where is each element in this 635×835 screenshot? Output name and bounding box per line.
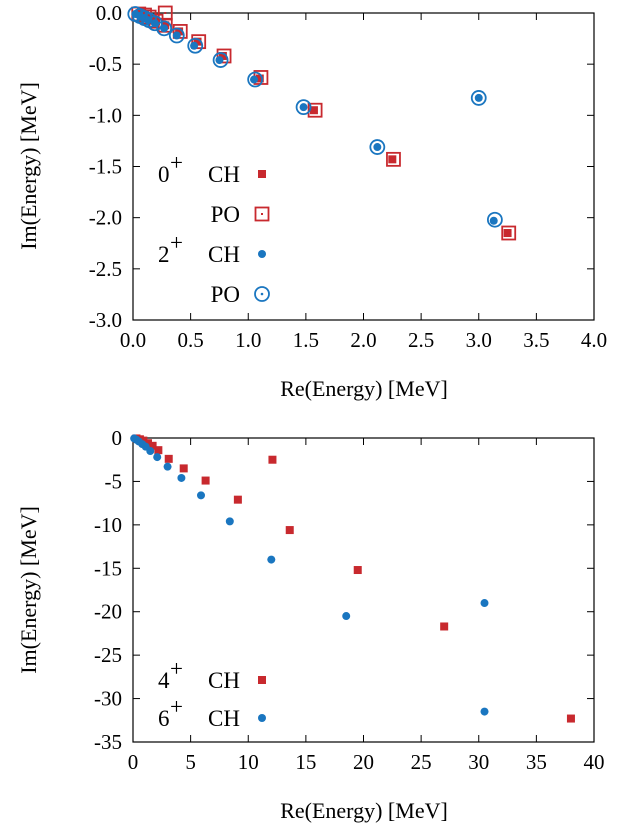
data-point bbox=[567, 715, 575, 723]
data-point bbox=[354, 566, 362, 574]
legend-label: CH bbox=[208, 162, 240, 187]
y-tick-label: -15 bbox=[94, 556, 122, 580]
data-point bbox=[177, 474, 185, 482]
data-point bbox=[490, 217, 498, 225]
y-tick-label: -2.0 bbox=[89, 206, 122, 230]
legend-entry: 4 + CH bbox=[158, 656, 266, 693]
x-tick-label: 5 bbox=[185, 750, 196, 774]
legend-superscript: + bbox=[170, 230, 183, 255]
y-tick-label: 0 bbox=[112, 426, 123, 450]
legend-marker bbox=[258, 170, 266, 178]
y-tick-label: -2.5 bbox=[89, 257, 122, 281]
data-point bbox=[342, 612, 350, 620]
legend-marker bbox=[258, 676, 266, 684]
legend-label: PO bbox=[211, 282, 240, 307]
x-tick-label: 25 bbox=[411, 750, 432, 774]
x-tick-label: 30 bbox=[468, 750, 489, 774]
x-tick-label: 1.5 bbox=[293, 328, 319, 352]
legend-entry: 0 + CH bbox=[158, 150, 266, 187]
data-point bbox=[472, 91, 486, 105]
legend-prefix: 6 bbox=[158, 706, 170, 731]
data-point bbox=[268, 456, 276, 464]
series-1 bbox=[130, 434, 488, 715]
legend-entry: PO bbox=[211, 282, 269, 307]
data-point bbox=[226, 517, 234, 525]
data-point bbox=[440, 622, 448, 630]
x-tick-label: 40 bbox=[584, 750, 605, 774]
data-point bbox=[197, 491, 205, 499]
y-axis-label: Im(Energy) [MeV] bbox=[16, 506, 41, 674]
legend-prefix: 2 bbox=[158, 242, 170, 267]
legend-marker bbox=[256, 208, 269, 221]
legend-entry: PO bbox=[211, 202, 269, 227]
x-tick-label: 3.0 bbox=[466, 328, 492, 352]
data-point bbox=[146, 447, 154, 455]
legend-superscript: + bbox=[170, 150, 183, 175]
y-tick-label: -1.0 bbox=[89, 103, 122, 127]
data-point bbox=[153, 453, 161, 461]
legend-label: PO bbox=[211, 202, 240, 227]
chart-top: Re(Energy) [MeV] Im(Energy) [MeV] 0.0 0.5… bbox=[16, 1, 607, 401]
x-tick-label: 3.5 bbox=[523, 328, 549, 352]
data-point bbox=[234, 496, 242, 504]
legend-label: CH bbox=[208, 242, 240, 267]
y-axis-label: Im(Energy) [MeV] bbox=[16, 82, 41, 250]
legend-prefix: 4 bbox=[158, 668, 170, 693]
y-tick-label: -25 bbox=[94, 643, 122, 667]
y-tick-label: -35 bbox=[94, 730, 122, 754]
x-axis-label: Re(Energy) [MeV] bbox=[280, 798, 448, 823]
y-tick-label: -3.0 bbox=[89, 308, 122, 332]
y-tick-label: -10 bbox=[94, 513, 122, 537]
series-0 bbox=[132, 434, 574, 722]
data-point bbox=[481, 708, 489, 716]
plot-frame bbox=[133, 13, 594, 320]
x-tick-label: 20 bbox=[353, 750, 374, 774]
y-tick-label: -5 bbox=[105, 469, 123, 493]
y-tick-label: -30 bbox=[94, 687, 122, 711]
data-point bbox=[370, 140, 384, 154]
x-axis-label: Re(Energy) [MeV] bbox=[280, 376, 448, 401]
data-point bbox=[286, 526, 294, 534]
legend-marker bbox=[255, 287, 269, 301]
data-point bbox=[165, 455, 173, 463]
data-point bbox=[481, 599, 489, 607]
x-tick-label: 10 bbox=[238, 750, 259, 774]
data-point bbox=[267, 556, 275, 564]
legend-marker bbox=[258, 250, 266, 258]
data-point bbox=[504, 229, 512, 237]
legend-entry: 6 + CH bbox=[158, 694, 266, 731]
y-tick-label: -1.5 bbox=[89, 155, 122, 179]
data-point bbox=[154, 446, 162, 454]
legend: 4 + CH 6 + CH bbox=[158, 656, 266, 731]
legend-label: CH bbox=[208, 706, 240, 731]
x-tick-label: 2.0 bbox=[350, 328, 376, 352]
y-tick-label: -0.5 bbox=[89, 52, 122, 76]
legend-superscript: + bbox=[170, 694, 183, 719]
legend-entry: 2 + CH bbox=[158, 230, 266, 267]
legend-superscript: + bbox=[170, 656, 183, 681]
x-tick-label: 0 bbox=[128, 750, 139, 774]
x-tick-label: 2.5 bbox=[408, 328, 434, 352]
x-tick-label: 0.5 bbox=[178, 328, 204, 352]
data-point bbox=[180, 464, 188, 472]
legend-prefix: 0 bbox=[158, 162, 170, 187]
x-tick-label: 4.0 bbox=[581, 328, 607, 352]
x-tick-label: 0.0 bbox=[120, 328, 146, 352]
y-tick-label: -20 bbox=[94, 600, 122, 624]
y-tick-label: 0.0 bbox=[96, 1, 122, 25]
data-point bbox=[388, 155, 396, 163]
x-tick-label: 15 bbox=[295, 750, 316, 774]
data-point bbox=[164, 463, 172, 471]
x-tick-label: 1.0 bbox=[235, 328, 261, 352]
legend-marker bbox=[258, 714, 266, 722]
legend-label: CH bbox=[208, 668, 240, 693]
data-point bbox=[202, 477, 210, 485]
x-tick-label: 35 bbox=[526, 750, 547, 774]
chart-bottom: Re(Energy) [MeV] Im(Energy) [MeV] 0 5 10 15… bbox=[16, 426, 605, 823]
